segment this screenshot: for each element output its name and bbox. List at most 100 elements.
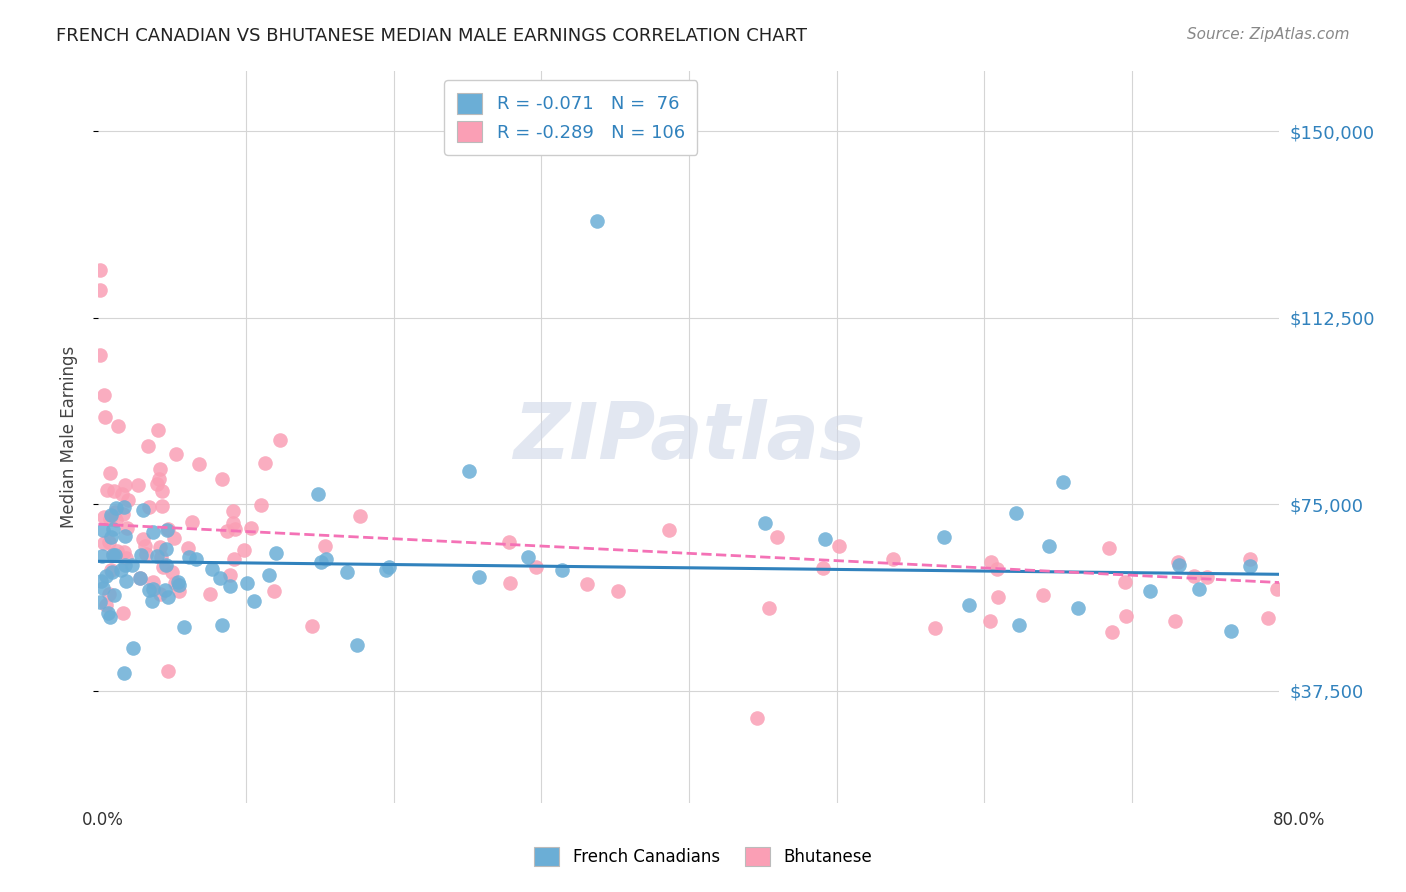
Point [1302, 601, 1324, 615]
Point [1114, 575, 1136, 590]
Point [198, 587, 221, 601]
Point [101, 565, 124, 579]
Point [980, 555, 1002, 569]
Point [117, 493, 139, 508]
Point [117, 521, 139, 535]
Point [156, 665, 179, 679]
Point [498, 535, 520, 549]
Point [103, 522, 125, 536]
Point [163, 531, 186, 545]
Point [90, 549, 112, 563]
Point [112, 507, 135, 521]
Point [253, 457, 276, 471]
Point [91, 523, 114, 537]
Text: Source: ZipAtlas.com: Source: ZipAtlas.com [1187, 27, 1350, 42]
Point [104, 505, 127, 519]
Point [173, 620, 195, 634]
Point [155, 541, 177, 556]
Point [146, 477, 169, 491]
Point [349, 509, 371, 524]
Point [93, 388, 115, 402]
Point [169, 584, 191, 599]
Point [100, 508, 122, 522]
Point [607, 583, 630, 598]
Point [658, 524, 681, 538]
Point [551, 563, 574, 577]
Point [1139, 584, 1161, 599]
Point [150, 484, 173, 499]
Point [924, 621, 946, 635]
Point [148, 472, 170, 486]
Point [146, 423, 169, 437]
Text: ZIPatlas: ZIPatlas [513, 399, 865, 475]
Point [107, 419, 129, 434]
Point [129, 548, 152, 562]
Point [160, 566, 183, 580]
Point [828, 540, 851, 554]
Point [112, 666, 135, 681]
Point [121, 558, 143, 573]
Point [526, 559, 548, 574]
Point [114, 477, 136, 491]
Point [167, 574, 190, 589]
Point [269, 434, 291, 448]
Point [97, 535, 120, 549]
Point [156, 524, 179, 538]
Point [179, 550, 201, 565]
Point [163, 575, 186, 590]
Point [576, 576, 599, 591]
Point [105, 513, 128, 527]
Point [1098, 541, 1121, 556]
Point [236, 575, 259, 590]
Point [146, 549, 169, 563]
Point [378, 559, 401, 574]
Point [457, 464, 479, 478]
Point [97, 606, 120, 620]
Point [152, 560, 174, 574]
Point [138, 500, 160, 514]
Point [1115, 609, 1137, 624]
Point [301, 619, 323, 633]
Point [157, 590, 180, 604]
Point [498, 576, 520, 591]
Legend: French Canadians, Bhutanese: French Canadians, Bhutanese [526, 838, 880, 875]
Point [766, 530, 789, 544]
Point [309, 555, 332, 569]
Point [105, 544, 128, 558]
Text: 80.0%: 80.0% [1272, 811, 1326, 829]
Point [129, 571, 152, 585]
Point [211, 472, 233, 486]
Point [93, 581, 115, 595]
Point [1032, 588, 1054, 602]
Text: 0.0%: 0.0% [82, 811, 124, 829]
Text: FRENCH CANADIAN VS BHUTANESE MEDIAN MALE EARNINGS CORRELATION CHART: FRENCH CANADIAN VS BHUTANESE MEDIAN MALE… [56, 27, 807, 45]
Point [177, 541, 200, 555]
Point [112, 545, 135, 559]
Point [224, 522, 246, 536]
Point [111, 487, 134, 501]
Point [103, 548, 125, 562]
Point [122, 641, 145, 656]
Point [1182, 569, 1205, 583]
Point [89, 595, 111, 609]
Point [149, 462, 172, 476]
Point [149, 550, 172, 565]
Point [242, 594, 264, 608]
Point [314, 539, 336, 553]
Point [142, 574, 165, 589]
Point [134, 539, 156, 553]
Point [132, 503, 155, 517]
Point [307, 487, 329, 501]
Point [98, 609, 121, 624]
Point [115, 574, 138, 588]
Point [814, 532, 837, 546]
Point [1220, 624, 1243, 638]
Point [142, 525, 165, 540]
Point [882, 552, 904, 566]
Point [222, 504, 245, 518]
Point [187, 458, 209, 472]
Point [105, 500, 128, 515]
Point [586, 213, 609, 227]
Point [754, 516, 776, 531]
Point [201, 562, 224, 576]
